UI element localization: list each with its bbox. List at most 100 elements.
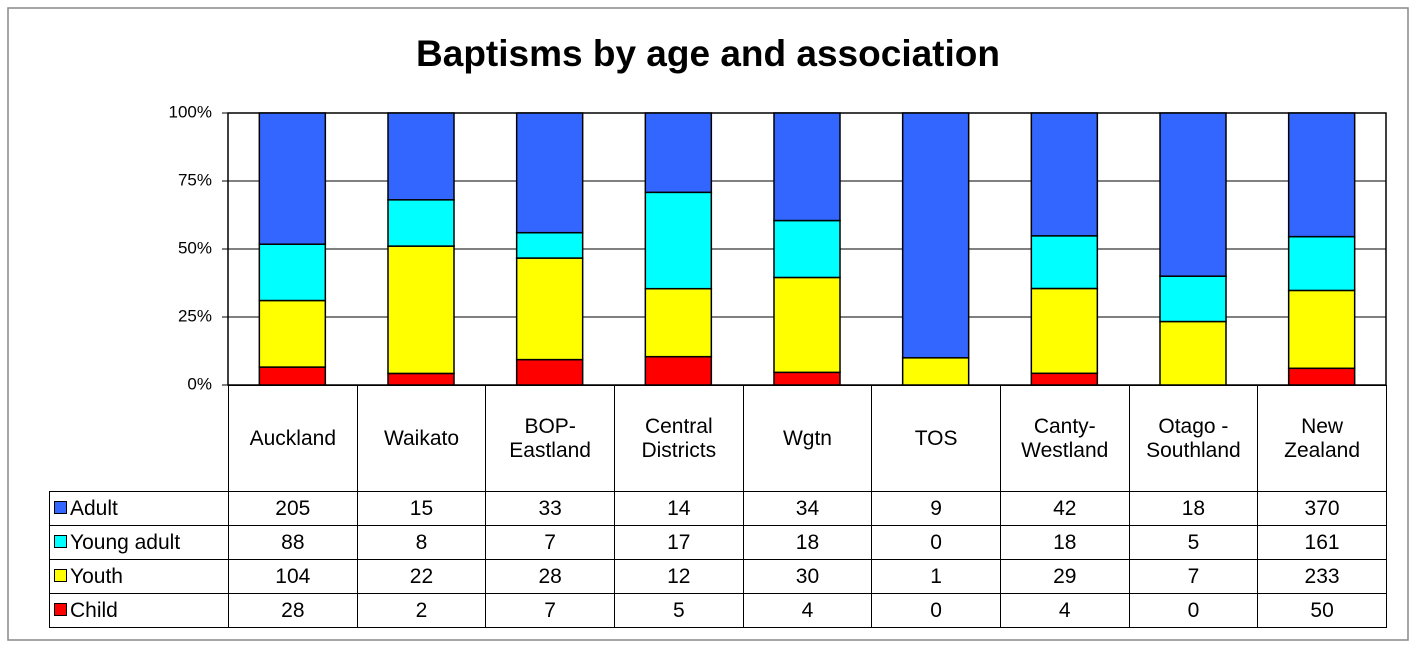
bar-segment — [901, 112, 970, 359]
y-tick-label: 100% — [169, 102, 212, 121]
category-label: New Zealand — [1257, 385, 1387, 492]
table-value: 12 — [613, 559, 744, 594]
category-label: Otago - Southland — [1128, 385, 1259, 492]
bar-segment — [644, 287, 713, 358]
bar-segment — [644, 112, 713, 194]
category-label: Waikato — [356, 385, 487, 492]
legend-cell: Youth — [49, 559, 229, 594]
table-value: 4 — [742, 593, 873, 628]
table-value: 18 — [999, 525, 1130, 560]
bar-segment — [1287, 367, 1356, 386]
bar-segment — [1287, 235, 1356, 292]
table-value: 88 — [228, 525, 358, 560]
category-label: Canty-Westland — [999, 385, 1130, 492]
table-value: 104 — [228, 559, 358, 594]
table-value: 22 — [356, 559, 487, 594]
bar-segment — [773, 112, 841, 222]
table-value: 29 — [999, 559, 1130, 594]
bar-segment — [387, 112, 455, 201]
table-value: 15 — [356, 491, 487, 526]
table-value: 33 — [485, 491, 615, 526]
table-value: 370 — [1257, 491, 1387, 526]
bar-segment — [1159, 112, 1227, 277]
y-tick-label: 0% — [187, 374, 212, 393]
table-value: 30 — [742, 559, 873, 594]
legend-swatch — [54, 534, 67, 548]
bar-segment — [387, 372, 455, 386]
bar-segment — [1287, 112, 1356, 238]
bar-segment — [258, 366, 327, 386]
category-label: BOP-Eastland — [485, 385, 615, 492]
table-value: 28 — [485, 559, 615, 594]
legend-label: Young adult — [70, 530, 181, 554]
bar-segment — [387, 245, 455, 375]
bar-segment — [515, 112, 584, 234]
bar-segment — [387, 199, 455, 247]
legend-label: Youth — [70, 564, 123, 588]
table-value: 1 — [871, 559, 1001, 594]
bar-segment — [901, 357, 970, 386]
table-value: 50 — [1257, 593, 1387, 628]
bar-segment — [1030, 372, 1099, 386]
bar-segment — [515, 231, 584, 259]
bar-segment — [258, 299, 327, 368]
legend-swatch — [54, 602, 67, 616]
table-value: 18 — [1128, 491, 1259, 526]
bar-segment — [258, 243, 327, 302]
table-value: 28 — [228, 593, 358, 628]
bar-segment — [773, 371, 841, 386]
corner-cell — [50, 386, 229, 492]
table-value: 8 — [356, 525, 487, 560]
table-value: 18 — [742, 525, 873, 560]
bar-segment — [1030, 235, 1099, 290]
table-value: 42 — [999, 491, 1130, 526]
y-tick-label: 75% — [178, 170, 212, 189]
legend-swatch — [54, 500, 67, 514]
series-row: Young adult 88 8 7 17 18 0 18 5 161 — [49, 525, 1387, 560]
legend-cell: Adult — [49, 491, 229, 526]
category-label: TOS — [871, 385, 1001, 492]
table-value: 17 — [613, 525, 744, 560]
table-value: 4 — [999, 593, 1130, 628]
table-value: 0 — [1128, 593, 1259, 628]
table-value: 7 — [1128, 559, 1259, 594]
legend-swatch — [54, 568, 67, 582]
bar-segment — [515, 358, 584, 386]
bar-segment — [1030, 112, 1099, 237]
chart-title: Baptisms by age and association — [416, 33, 1000, 74]
series-row: Adult 205 15 33 14 34 9 42 18 370 — [49, 491, 1387, 526]
category-label: Central Districts — [613, 385, 744, 492]
table-value: 5 — [1128, 525, 1259, 560]
header-row: Auckland Waikato BOP-Eastland Central Distr… — [50, 385, 1387, 492]
legend-label: Child — [70, 598, 118, 622]
table-value: 9 — [871, 491, 1001, 526]
table-value: 7 — [485, 593, 615, 628]
y-tick-label: 50% — [178, 238, 212, 257]
series-row: Child 28 2 7 5 4 0 4 0 50 — [49, 593, 1387, 628]
data-table: Auckland Waikato BOP-Eastland Central Distr… — [49, 385, 1387, 628]
bar-segment — [258, 112, 327, 245]
legend-cell: Young adult — [49, 525, 229, 560]
series-row: Youth 104 22 28 12 30 1 29 7 233 — [49, 559, 1387, 594]
legend-cell: Child — [49, 593, 229, 628]
bar-segment — [773, 219, 841, 279]
table-value: 2 — [356, 593, 487, 628]
table-value: 0 — [871, 593, 1001, 628]
bar-segment — [644, 191, 713, 290]
table-value: 233 — [1257, 559, 1387, 594]
table-value: 205 — [228, 491, 358, 526]
y-tick-label: 25% — [178, 306, 212, 325]
category-label: Wgtn — [742, 385, 873, 492]
bar-segment — [1159, 275, 1227, 323]
table-value: 0 — [871, 525, 1001, 560]
legend-label: Adult — [70, 496, 118, 520]
bar-segment — [1030, 287, 1099, 375]
table-value: 14 — [613, 491, 744, 526]
table-value: 5 — [613, 593, 744, 628]
bar-segment — [1159, 320, 1227, 386]
bar-segment — [515, 257, 584, 361]
bar-segment — [1287, 289, 1356, 370]
table-value: 34 — [742, 491, 873, 526]
category-label: Auckland — [228, 385, 358, 492]
